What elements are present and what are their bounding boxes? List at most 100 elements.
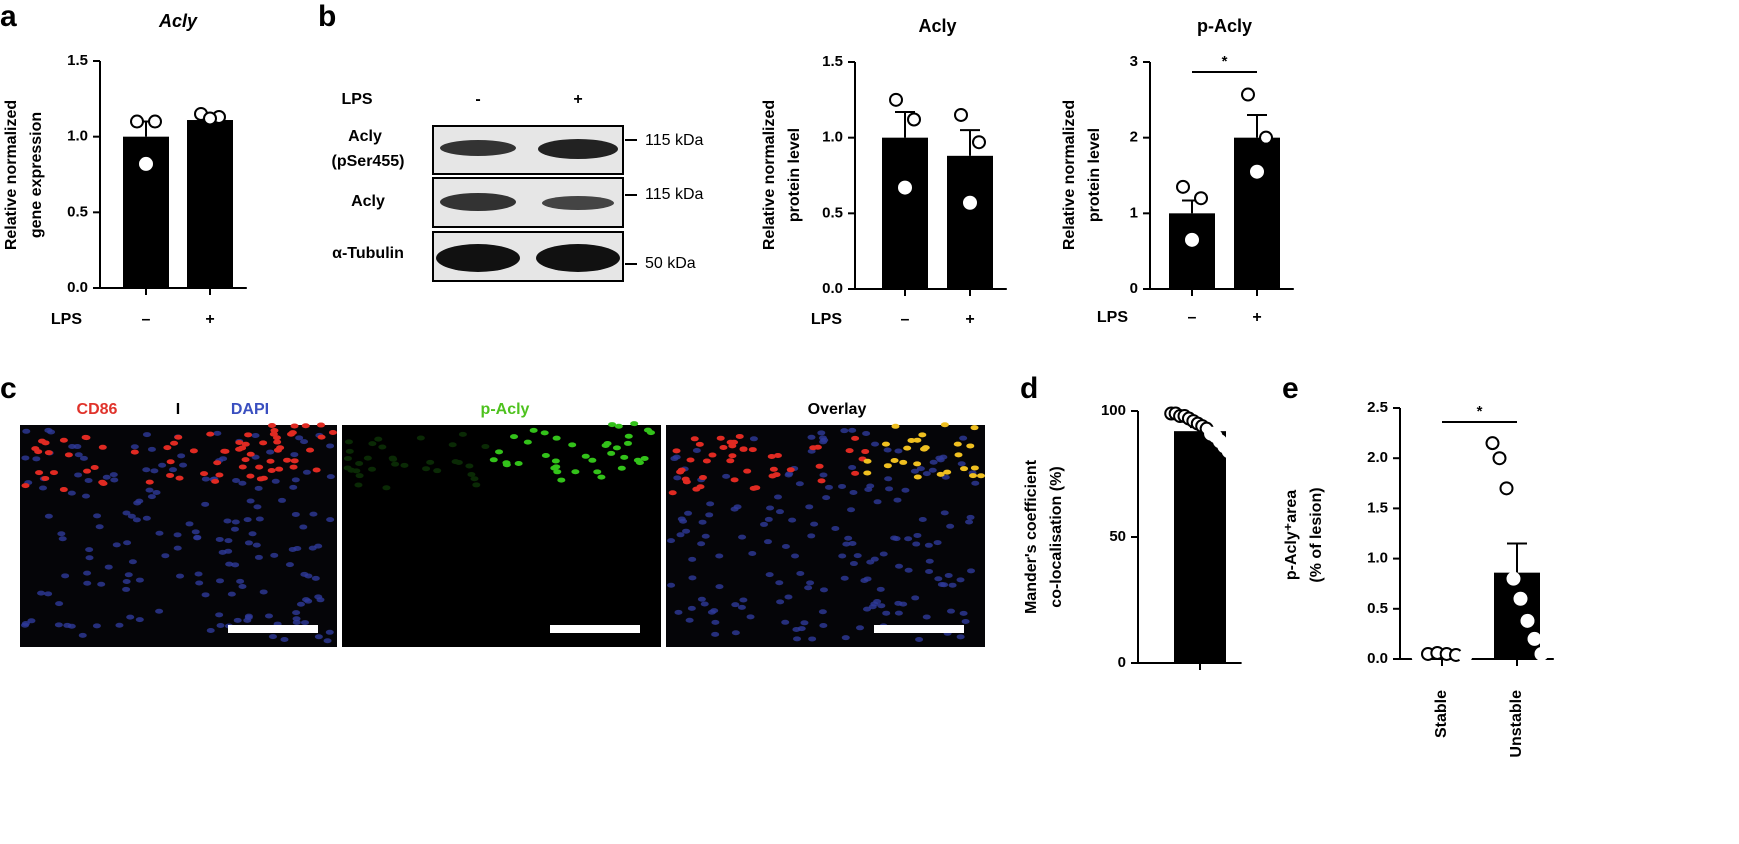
y-axis-label: Relative normalized [1061,100,1078,250]
cell [135,617,144,623]
cell [81,493,90,499]
cell [391,461,400,467]
data-point [898,180,912,195]
cell [201,501,210,507]
cell [280,637,289,643]
channel-label: p-Acly [481,401,530,418]
cell [568,442,577,448]
cell [448,442,457,448]
cell [788,517,797,523]
cell [593,469,602,475]
size-label: 115 kDa [645,132,704,149]
data-point [1194,191,1208,206]
cell [588,457,597,463]
cell [667,582,676,588]
cell [254,485,263,491]
cell [959,435,968,441]
scale-bar [550,625,640,633]
cell [551,458,560,464]
cell [79,455,88,461]
cell [123,540,132,546]
cell [133,500,142,506]
cell [259,440,268,446]
cell [213,430,222,436]
cell [130,449,139,455]
cell [848,541,857,547]
cell [781,619,790,625]
data-point [1527,631,1542,646]
cell [967,568,976,574]
row-label: Acly [348,128,382,145]
cell [679,518,688,524]
cell [901,487,910,493]
bar [1169,213,1215,289]
y-tick-label: 0 [1130,280,1138,297]
cell [795,481,804,487]
cell [786,467,795,473]
cell [166,459,175,465]
cell [953,441,962,447]
cell [785,471,794,477]
cell [731,602,740,608]
cell [59,487,68,493]
cell [283,457,292,463]
y-tick-label: 1.5 [67,52,88,69]
data-point [1499,481,1514,496]
y-tick-label: 1.0 [1367,550,1388,567]
cell [876,586,885,592]
cell [912,541,921,547]
cell [956,577,965,583]
cell [59,437,68,443]
cell [296,601,305,607]
cell [458,431,467,437]
cell [173,532,182,538]
cell [769,466,778,472]
cell [326,517,335,523]
cell [264,613,273,619]
band [436,244,520,272]
cell [268,634,277,640]
cell [697,541,706,547]
cell [225,561,234,567]
cell [851,435,860,441]
cell [155,530,164,536]
x-tick-label: + [965,311,974,328]
cell [819,472,828,478]
cell [389,456,398,462]
y-axis-label: Mander's coefficient [1023,459,1040,614]
cell [142,467,151,473]
cell [231,519,240,525]
cell [731,630,740,636]
data-point [139,156,153,171]
cell [863,470,872,476]
y-tick-label: 0.5 [1367,600,1388,617]
cell [946,523,955,529]
cell [227,591,236,597]
cell [110,477,119,483]
band [542,196,614,210]
cell [791,553,800,559]
cell [916,466,925,472]
cell [540,430,549,436]
cell [67,490,76,496]
cell [845,448,854,454]
data-point [1492,451,1507,466]
cell [236,578,245,584]
cell [701,533,710,539]
cell [807,533,816,539]
cell [193,534,202,540]
cell [685,617,694,623]
chart-title: Acly [918,16,956,36]
cell [899,601,908,607]
cell [904,536,913,542]
cell [35,470,44,476]
cell [355,460,364,466]
cell [860,578,869,584]
cell [289,464,298,470]
cell [254,554,263,560]
cell [899,459,908,465]
bar [947,155,993,289]
cell [688,575,697,581]
cell [54,622,63,628]
cell [976,473,985,479]
